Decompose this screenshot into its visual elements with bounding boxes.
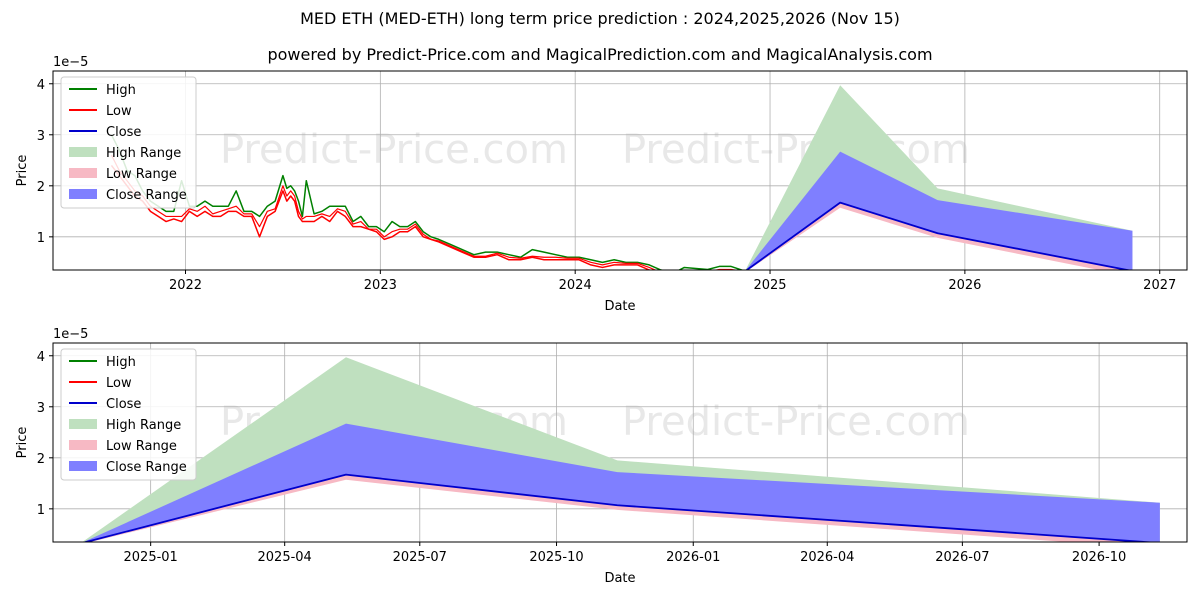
close-history-line bbox=[110, 154, 739, 270]
legend: High Low Close High Range Low Range Close Ran… bbox=[60, 348, 197, 481]
low-series-line bbox=[110, 164, 736, 270]
close-range-band bbox=[83, 423, 1160, 542]
x-tick-label: 2023 bbox=[364, 278, 397, 293]
x-tick-label: 2022 bbox=[169, 278, 202, 293]
y-tick-label: 3 bbox=[37, 129, 45, 144]
x-tick-label: 2025-04 bbox=[258, 550, 312, 565]
y-exponent-label: 1e−5 bbox=[53, 327, 88, 342]
y-tick-label: 4 bbox=[37, 78, 45, 93]
high-series-line bbox=[110, 134, 745, 270]
y-tick-label: 4 bbox=[37, 350, 45, 365]
legend-swatch-close_range bbox=[69, 461, 97, 471]
plot-area bbox=[82, 357, 1160, 542]
y-tick-label: 1 bbox=[37, 231, 45, 246]
legend-label-low: Low bbox=[106, 376, 132, 391]
plot-1: Predict-Price.com Predict-Price.com 2022 20… bbox=[15, 55, 1188, 314]
plot-2: Predict-Price.comPredict-Price.com2025-0… bbox=[15, 327, 1188, 586]
legend-label-close: Close bbox=[106, 397, 141, 412]
legend-label-high: High bbox=[106, 355, 136, 370]
x-tick-label: 2025 bbox=[753, 278, 786, 293]
x-tick-label: 2026-10 bbox=[1072, 550, 1126, 565]
y-tick-label: 2 bbox=[37, 180, 45, 195]
legend-label-close_range: Close Range bbox=[106, 188, 187, 203]
legend-label-high_range: High Range bbox=[106, 146, 181, 161]
x-tick-label: 2026-07 bbox=[935, 550, 989, 565]
chart-title: MED ETH (MED-ETH) long term price predic… bbox=[300, 9, 900, 28]
x-tick-label: 2025-07 bbox=[393, 550, 447, 565]
legend-swatch-low_range bbox=[69, 440, 97, 450]
legend-swatch-close_range bbox=[69, 189, 97, 199]
legend-label-low: Low bbox=[106, 104, 132, 119]
plot-area bbox=[110, 85, 1133, 270]
close-forecast-line bbox=[745, 201, 1132, 270]
legend-label-high_range: High Range bbox=[106, 418, 181, 433]
y-tick-label: 3 bbox=[37, 401, 45, 416]
legend-label-close_range: Close Range bbox=[106, 460, 187, 475]
x-axis-label: Date bbox=[604, 571, 635, 586]
close-forecast-line bbox=[82, 473, 1159, 542]
axes-frame bbox=[52, 70, 1188, 271]
legend-label-low_range: Low Range bbox=[106, 167, 177, 182]
watermark-text: Predict-Price.com bbox=[220, 127, 568, 173]
chart-subtitle: powered by Predict-Price.com and Magical… bbox=[267, 45, 933, 64]
x-axis-label: Date bbox=[604, 299, 635, 314]
legend-swatch-high_range bbox=[69, 419, 97, 429]
x-tick-label: 2024 bbox=[559, 278, 592, 293]
y-exponent-label: 1e−5 bbox=[53, 55, 88, 70]
axes-frame bbox=[52, 342, 1188, 543]
low-range-band bbox=[746, 202, 1128, 270]
watermark-text: Predict-Price.com bbox=[622, 399, 970, 445]
x-tick-label: 2025-01 bbox=[124, 550, 178, 565]
close-range-band bbox=[745, 151, 1133, 270]
y-axis-label: Price bbox=[15, 427, 30, 459]
y-axis-label: Price bbox=[15, 155, 30, 187]
legend-swatch-low_range bbox=[69, 168, 97, 178]
x-tick-label: 2026-04 bbox=[800, 550, 854, 565]
legend-swatch-high_range bbox=[69, 147, 97, 157]
low-range-band bbox=[85, 474, 1146, 542]
x-tick-label: 2026-01 bbox=[666, 550, 720, 565]
y-tick-label: 2 bbox=[37, 452, 45, 467]
x-tick-label: 2025-10 bbox=[529, 550, 583, 565]
legend: High Low Close High Range Low Range Close Ran… bbox=[60, 76, 197, 209]
y-tick-label: 1 bbox=[37, 503, 45, 518]
legend-label-high: High bbox=[106, 83, 136, 98]
watermark-text: Predict-Price.com bbox=[622, 127, 970, 173]
legend-label-close: Close bbox=[106, 125, 141, 140]
legend-label-low_range: Low Range bbox=[106, 439, 177, 454]
x-tick-label: 2027 bbox=[1143, 278, 1176, 293]
x-tick-label: 2026 bbox=[948, 278, 981, 293]
